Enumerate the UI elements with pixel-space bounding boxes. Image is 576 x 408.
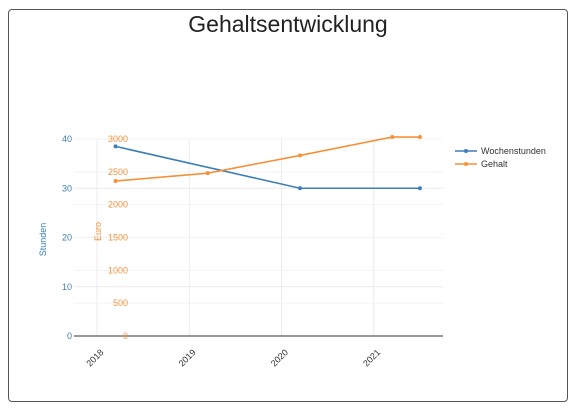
y-axis-title-left: Stunden bbox=[38, 223, 48, 257]
data-point-gehalt bbox=[113, 179, 118, 184]
data-point-gehalt bbox=[298, 153, 303, 158]
legend-swatch-marker bbox=[464, 149, 468, 153]
y-axis-title-right: Euro bbox=[93, 222, 103, 241]
data-point-gehalt bbox=[417, 135, 422, 140]
data-point-wochenstunden bbox=[417, 186, 422, 191]
y-tick-label-right: 2000 bbox=[108, 200, 128, 210]
chart-title: Gehaltsentwicklung bbox=[188, 11, 388, 37]
y-tick-label-left: 30 bbox=[62, 183, 72, 193]
y-tick-label-right: 2500 bbox=[108, 167, 128, 177]
x-tick-label: 2021 bbox=[361, 347, 382, 368]
legend-label: Wochenstunden bbox=[481, 146, 546, 156]
x-tick-label: 2020 bbox=[269, 347, 290, 368]
y-tick-label-right: 500 bbox=[113, 298, 128, 308]
y-tick-label-left: 40 bbox=[62, 134, 72, 144]
legend-swatch-marker bbox=[464, 162, 468, 166]
x-tick-label: 2019 bbox=[177, 347, 198, 368]
data-point-wochenstunden bbox=[113, 144, 118, 149]
y-tick-label-left: 10 bbox=[62, 282, 72, 292]
y-tick-label-right: 1500 bbox=[108, 233, 128, 243]
legend-label: Gehalt bbox=[481, 159, 508, 169]
y-tick-label-left: 0 bbox=[67, 331, 72, 341]
data-point-gehalt bbox=[205, 171, 210, 176]
data-point-gehalt bbox=[390, 135, 395, 140]
y-tick-label-right: 3000 bbox=[108, 134, 128, 144]
y-tick-label-right: 1000 bbox=[108, 265, 128, 275]
x-tick-label: 2018 bbox=[84, 347, 105, 368]
data-point-wochenstunden bbox=[298, 186, 303, 191]
y-tick-label-left: 20 bbox=[62, 233, 72, 243]
y-tick-label-right: 0 bbox=[123, 331, 128, 341]
